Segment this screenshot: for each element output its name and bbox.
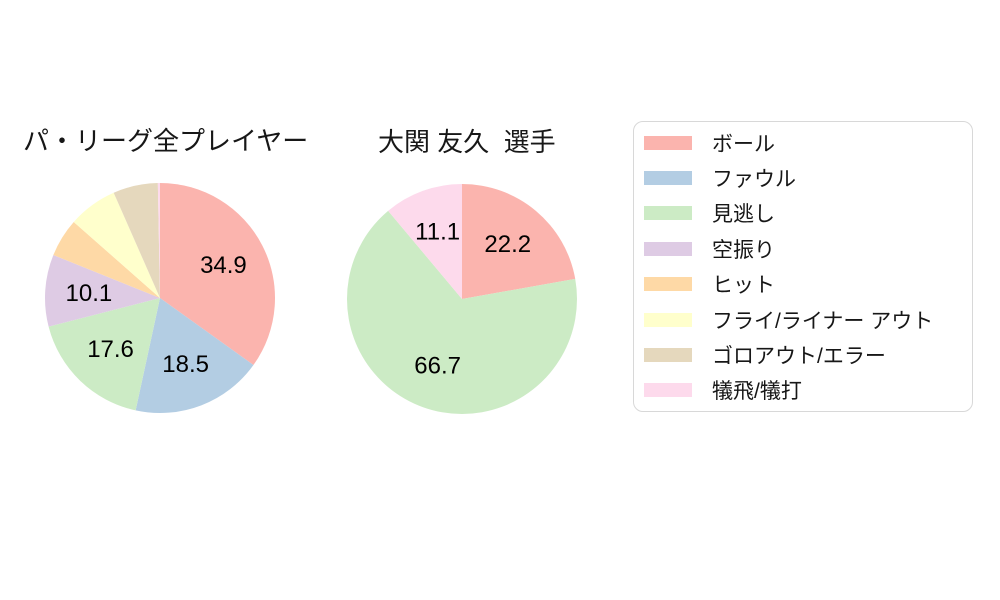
left-pie-title: パ・リーグ全プレイヤー — [23, 126, 309, 156]
legend-box: ボール ファウル 見逃し 空振り ヒット フライ/ライナー アウト ゴロアウト/… — [633, 121, 973, 412]
pie-slice-1 — [135, 298, 254, 414]
pie-slice-label: 22.2 — [484, 231, 531, 258]
legend-item-label: 犠飛/犠打 — [712, 380, 802, 404]
pie-slice-0 — [462, 184, 576, 299]
pie-slice-7 — [157, 183, 160, 298]
legend-item-hit: ヒット — [634, 267, 972, 302]
legend-item-swinging-strike: 空振り — [634, 231, 972, 266]
legend-item-fly-liner-out: フライ/ライナー アウト — [634, 302, 972, 337]
legend-item-sacrifice: 犠飛/犠打 — [634, 373, 972, 408]
pie-slice-label: 17.6 — [87, 336, 134, 363]
pie-slice-label: 10.1 — [66, 280, 113, 307]
pie-chart-player-ozeki-tomohisa: 22.2 66.7 11.1 — [346, 184, 577, 414]
pie-slice-5 — [73, 192, 160, 298]
pie-slice-label: 34.9 — [200, 252, 247, 279]
legend-item-label: フライ/ライナー アウト — [712, 309, 934, 333]
pie-slice-label: 11.1 — [415, 218, 460, 245]
sacrifice-color-swatch-icon — [644, 383, 692, 398]
called-strike-color-swatch-icon — [644, 206, 692, 221]
legend-item-ball: ボール — [634, 125, 972, 160]
legend-item-label: 見逃し — [712, 203, 775, 227]
fly-liner-out-color-swatch-icon — [644, 312, 692, 327]
foul-color-swatch-icon — [644, 171, 692, 186]
legend-item-label: ヒット — [712, 274, 775, 298]
swinging-strike-color-swatch-icon — [644, 241, 692, 256]
legend-item-groundout-error: ゴロアウト/エラー — [634, 337, 972, 372]
pie-slice-label: 66.7 — [414, 353, 461, 380]
pie-slice-7 — [388, 184, 462, 299]
pie-slice-2 — [48, 298, 160, 411]
pie-slice-3 — [44, 254, 160, 327]
legend-item-label: ゴロアウト/エラー — [712, 344, 886, 368]
pie-slice-label: 18.5 — [162, 351, 209, 378]
pie-slice-4 — [53, 221, 160, 298]
pie-slice-6 — [113, 183, 160, 298]
hit-color-swatch-icon — [644, 277, 692, 292]
legend-item-label: ファウル — [712, 168, 796, 192]
ball-color-swatch-icon — [644, 135, 692, 150]
pie-chart-league-all-players: 34.9 18.5 17.6 10.1 — [44, 183, 276, 414]
legend-item-foul: ファウル — [634, 160, 972, 195]
pie-slice-2 — [346, 210, 577, 414]
legend-item-called-strike: 見逃し — [634, 196, 972, 231]
pie-slice-0 — [160, 183, 276, 366]
right-pie-title: 大関 友久 選手 — [378, 127, 556, 157]
legend-item-label: ボール — [712, 132, 775, 156]
legend-item-label: 空振り — [712, 238, 775, 262]
groundout-error-color-swatch-icon — [644, 347, 692, 362]
